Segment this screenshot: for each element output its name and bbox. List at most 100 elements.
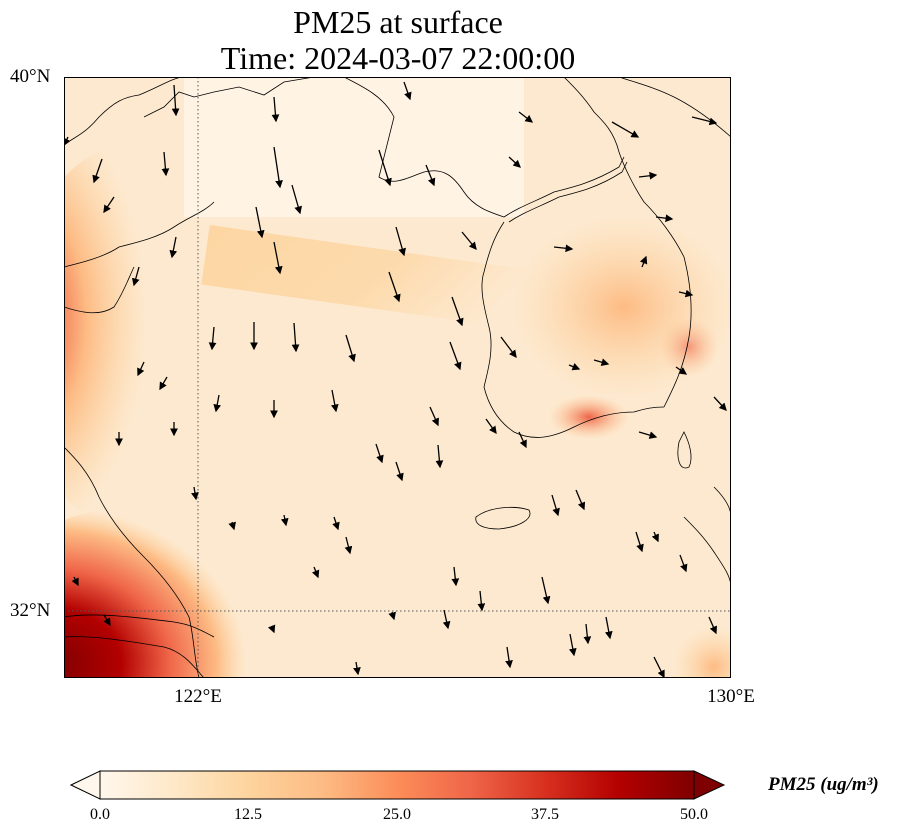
wind-arrow (568, 633, 577, 657)
wind-arrow (691, 116, 718, 126)
wind-arrow (575, 489, 586, 511)
wind-arrow (708, 616, 717, 635)
colorbar-tick-0: 0.0 (90, 806, 110, 823)
wind-arrow (508, 156, 521, 168)
wind-arrow (353, 661, 361, 676)
wind-arrow (169, 236, 178, 259)
border-korea-north-2 (508, 161, 628, 223)
pm25-field-north-clean (184, 77, 524, 217)
wind-arrow (159, 376, 168, 391)
wind-arrow (477, 590, 486, 612)
wind-arrow (655, 214, 674, 223)
wind-arrow (273, 241, 283, 275)
wind-arrow (103, 614, 111, 627)
wind-arrow (208, 326, 217, 351)
wind-arrow (451, 566, 460, 587)
wind-arrow (388, 271, 401, 303)
wind-arrow (267, 624, 276, 634)
wind-arrow (635, 531, 644, 553)
colorbar-gradient (99, 770, 695, 800)
wind-arrow (271, 96, 280, 123)
wind-arrow (395, 226, 406, 257)
colorbar-tick-4: 50.0 (680, 806, 708, 823)
wind-arrow (429, 406, 439, 427)
coast-korea-east (563, 77, 692, 408)
lon-label-122e: 122°E (174, 686, 222, 707)
wind-arrow (395, 461, 404, 482)
colorbar-tick-3: 37.5 (531, 806, 559, 823)
wind-arrow (593, 358, 610, 366)
coast-korea-west-south (481, 221, 665, 438)
wind-arrow (228, 521, 236, 531)
wind-arrow (461, 231, 477, 251)
wind-arrow (675, 366, 688, 375)
wind-arrow (485, 418, 497, 435)
wind-arrow (375, 443, 384, 464)
wind-arrow (442, 609, 451, 630)
wind-arrow (451, 296, 464, 327)
wind-arrow (505, 646, 513, 669)
wind-arrow (255, 206, 265, 239)
pm25-se-corner (674, 627, 731, 678)
wind-arrow (425, 164, 436, 187)
lat-label-40n: 40°N (10, 66, 51, 87)
island-tsushima (677, 431, 692, 469)
wind-arrow (378, 149, 392, 187)
wind-arrow (653, 656, 665, 678)
pm25-band (201, 225, 527, 329)
map-title: PM25 at surface (293, 4, 503, 40)
wind-arrow (638, 431, 658, 439)
wind-arrow (403, 81, 412, 101)
wind-arrow (449, 341, 462, 371)
wind-arrow (639, 255, 648, 268)
wind-arrow (651, 531, 659, 543)
wind-arrow (388, 611, 396, 621)
coast-yangtze-north (64, 614, 215, 638)
wind-arrow (583, 623, 592, 645)
wind-arrow (171, 84, 180, 117)
wind-arrow (273, 146, 283, 189)
wind-arrow (330, 389, 339, 413)
pm25-busan-hotspot (549, 395, 629, 439)
border-korea-north-1 (503, 156, 625, 218)
coast-shandong-north (64, 201, 215, 268)
colorbar-extend-max (693, 770, 726, 800)
wind-arrow (553, 244, 574, 253)
wind-arrow (213, 394, 222, 413)
wind-arrow (500, 336, 517, 359)
wind-arrow (291, 184, 302, 215)
coast-jiangsu (64, 446, 200, 678)
wind-arrow (568, 362, 581, 371)
wind-arrow (679, 554, 688, 573)
wind-arrow (678, 289, 694, 298)
wind-arrow (345, 334, 356, 363)
wind-arrow (518, 111, 534, 123)
wind-arrow (280, 514, 289, 527)
wind-arrow (638, 171, 658, 180)
pm25-east-coast-spot (659, 317, 719, 377)
wind-vectors (64, 81, 727, 678)
wind-arrow (191, 486, 199, 501)
wind-arrow (291, 322, 300, 353)
wind-arrow (518, 431, 527, 449)
wind-arrow (435, 444, 444, 469)
colorbar-tick-2: 25.0 (383, 806, 411, 823)
wind-arrow (551, 494, 560, 517)
colorbar-label: PM25 (ug/m³) (768, 774, 879, 795)
lon-label-130e: 130°E (707, 686, 755, 707)
colorbar-tick-1: 12.5 (234, 806, 262, 823)
coast-liaodong-west (64, 77, 185, 146)
wind-arrow (344, 536, 353, 555)
colorbar (70, 770, 726, 800)
wind-arrow (604, 616, 613, 640)
coast-yangtze-south (64, 636, 205, 678)
wind-arrow (71, 576, 79, 587)
wind-arrow (311, 566, 320, 579)
pm25-map (64, 77, 731, 678)
lat-label-32n: 32°N (10, 600, 51, 621)
pm25-shandong-plume (64, 147, 234, 527)
island-jeju (475, 506, 531, 530)
wind-arrow (541, 576, 551, 605)
wind-arrow (92, 158, 103, 184)
wind-arrow (161, 151, 170, 177)
